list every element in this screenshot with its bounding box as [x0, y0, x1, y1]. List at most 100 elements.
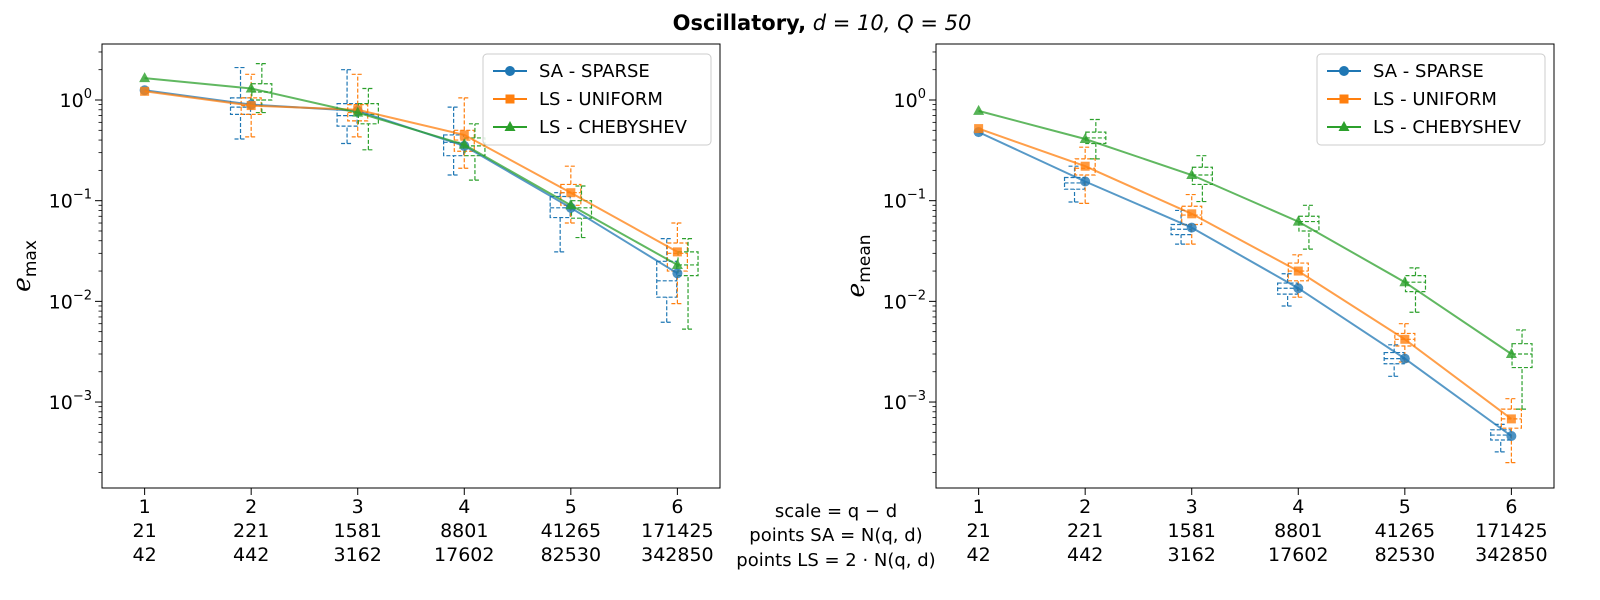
- data-point-2-4: [459, 130, 469, 140]
- y-tick-label-3: 10−3: [49, 389, 92, 414]
- legend-marker-2: [505, 94, 515, 104]
- x-tick-label: 1: [973, 496, 985, 518]
- box: [666, 242, 688, 272]
- x-tick-label: 8801: [440, 520, 488, 542]
- data-point-2-6: [1506, 414, 1516, 424]
- x-tick-label: 1581: [334, 520, 382, 542]
- x-tick-label: 6: [671, 496, 683, 518]
- box: [240, 97, 262, 115]
- legend-label-2: LS - UNIFORM: [539, 89, 663, 110]
- data-point-1-3: [1186, 222, 1197, 233]
- box: [251, 83, 273, 101]
- boxplot-3-3: [357, 87, 379, 151]
- data-point-3-3: [1186, 168, 1198, 179]
- center-label-scale: scale = q − d: [775, 501, 897, 522]
- x-tick-label: 5: [565, 496, 577, 518]
- x-tick-label: 21: [967, 520, 991, 542]
- x-tick-label: 8801: [1274, 520, 1322, 542]
- y-tick-label-3: 10−3: [883, 389, 926, 414]
- box: [1191, 166, 1213, 186]
- data-point-3-6: [671, 258, 683, 269]
- y-axis-label: emax: [7, 240, 41, 292]
- data-point-2-6: [672, 247, 682, 257]
- x-tick-label: 342850: [1475, 544, 1548, 566]
- x-tick-label: 221: [1067, 520, 1103, 542]
- x-tick-label: 42: [133, 544, 157, 566]
- legend-label-1: SA - SPARSE: [539, 61, 650, 82]
- data-point-2-1: [140, 86, 150, 96]
- series-line-1: [978, 131, 1512, 437]
- legend-label-3: LS - CHEBYSHEV: [1373, 117, 1522, 138]
- x-tick-label: 4: [1292, 496, 1304, 518]
- legend-marker-3: [504, 121, 516, 131]
- center-label-points-ls: points LS = 2 · N(q, d): [736, 550, 935, 571]
- x-tick-label: 342850: [641, 544, 714, 566]
- boxplot-2-2: [1074, 146, 1096, 204]
- x-tick-label: 5: [1399, 496, 1411, 518]
- legend-frame: [482, 53, 712, 146]
- legend-marker-1: [505, 66, 515, 76]
- y-tick-label-2: 10−2: [883, 288, 926, 313]
- x-tick-label: 1: [139, 496, 151, 518]
- x-tick-label: 17602: [434, 544, 494, 566]
- data-point-3-2: [1079, 132, 1091, 143]
- series-line-2: [978, 127, 1512, 420]
- x-tick-label: 82530: [1375, 544, 1435, 566]
- data-point-1-2: [1080, 176, 1091, 187]
- figure-title-bold: Oscillatory,: [673, 11, 806, 35]
- axes-frame: [935, 43, 1555, 489]
- data-point-2-3: [1187, 209, 1197, 219]
- legend-label-3: LS - CHEBYSHEV: [539, 117, 688, 138]
- data-point-1-5: [1399, 353, 1410, 364]
- legend-label-2: LS - UNIFORM: [1373, 89, 1497, 110]
- data-point-1-6: [1506, 430, 1517, 441]
- box: [656, 260, 678, 298]
- x-tick-label: 442: [1067, 544, 1103, 566]
- x-tick-label: 3162: [334, 544, 382, 566]
- legend-marker-2: [1339, 94, 1349, 104]
- data-point-3-1: [973, 104, 985, 115]
- boxplot-1-2: [229, 66, 252, 140]
- series-line-3: [144, 77, 678, 266]
- x-tick-label: 41265: [1375, 520, 1435, 542]
- series-line-3: [978, 109, 1512, 355]
- y-tick-label-1: 10−1: [49, 188, 92, 213]
- legend-label-1: SA - SPARSE: [1373, 61, 1484, 82]
- data-point-2-2: [1080, 161, 1090, 171]
- data-point-3-4: [458, 138, 470, 149]
- legend-frame: [1316, 53, 1546, 146]
- x-tick-label: 4: [458, 496, 470, 518]
- data-point-2-4: [1293, 266, 1303, 276]
- x-tick-label: 2: [1079, 496, 1091, 518]
- y-tick-label-0: 100: [60, 87, 92, 112]
- data-point-3-2: [245, 82, 257, 93]
- x-tick-label: 1581: [1168, 520, 1216, 542]
- legend: SA - SPARSE LS - UNIFORM LS - CHEBYSHEV: [1316, 53, 1546, 146]
- x-tick-label: 442: [233, 544, 269, 566]
- x-tick-label: 42: [967, 544, 991, 566]
- y-tick-label-1: 10−1: [883, 188, 926, 213]
- figure-title-params: d = 10, Q = 50: [813, 11, 972, 35]
- legend: SA - SPARSE LS - UNIFORM LS - CHEBYSHEV: [482, 53, 712, 146]
- data-point-2-5: [1400, 334, 1410, 344]
- center-label-points-sa: points SA = N(q, d): [749, 525, 922, 546]
- boxplot-3-3: [1191, 155, 1213, 203]
- x-tick-label: 41265: [541, 520, 601, 542]
- legend-marker-1: [1339, 66, 1349, 76]
- y-tick-label-0: 100: [894, 87, 926, 112]
- data-point-3-5: [565, 199, 577, 210]
- data-point-3-6: [1505, 348, 1517, 359]
- boxplot-1-6: [656, 238, 678, 323]
- x-tick-label: 82530: [541, 544, 601, 566]
- data-point-2-1: [974, 124, 984, 134]
- x-tick-label: 3: [1186, 496, 1198, 518]
- data-point-2-5: [566, 188, 576, 198]
- series-line-2: [144, 90, 678, 253]
- data-point-1-4: [1293, 283, 1304, 294]
- x-tick-label: 2: [245, 496, 257, 518]
- data-point-3-3: [352, 106, 364, 117]
- x-tick-label: 3: [352, 496, 364, 518]
